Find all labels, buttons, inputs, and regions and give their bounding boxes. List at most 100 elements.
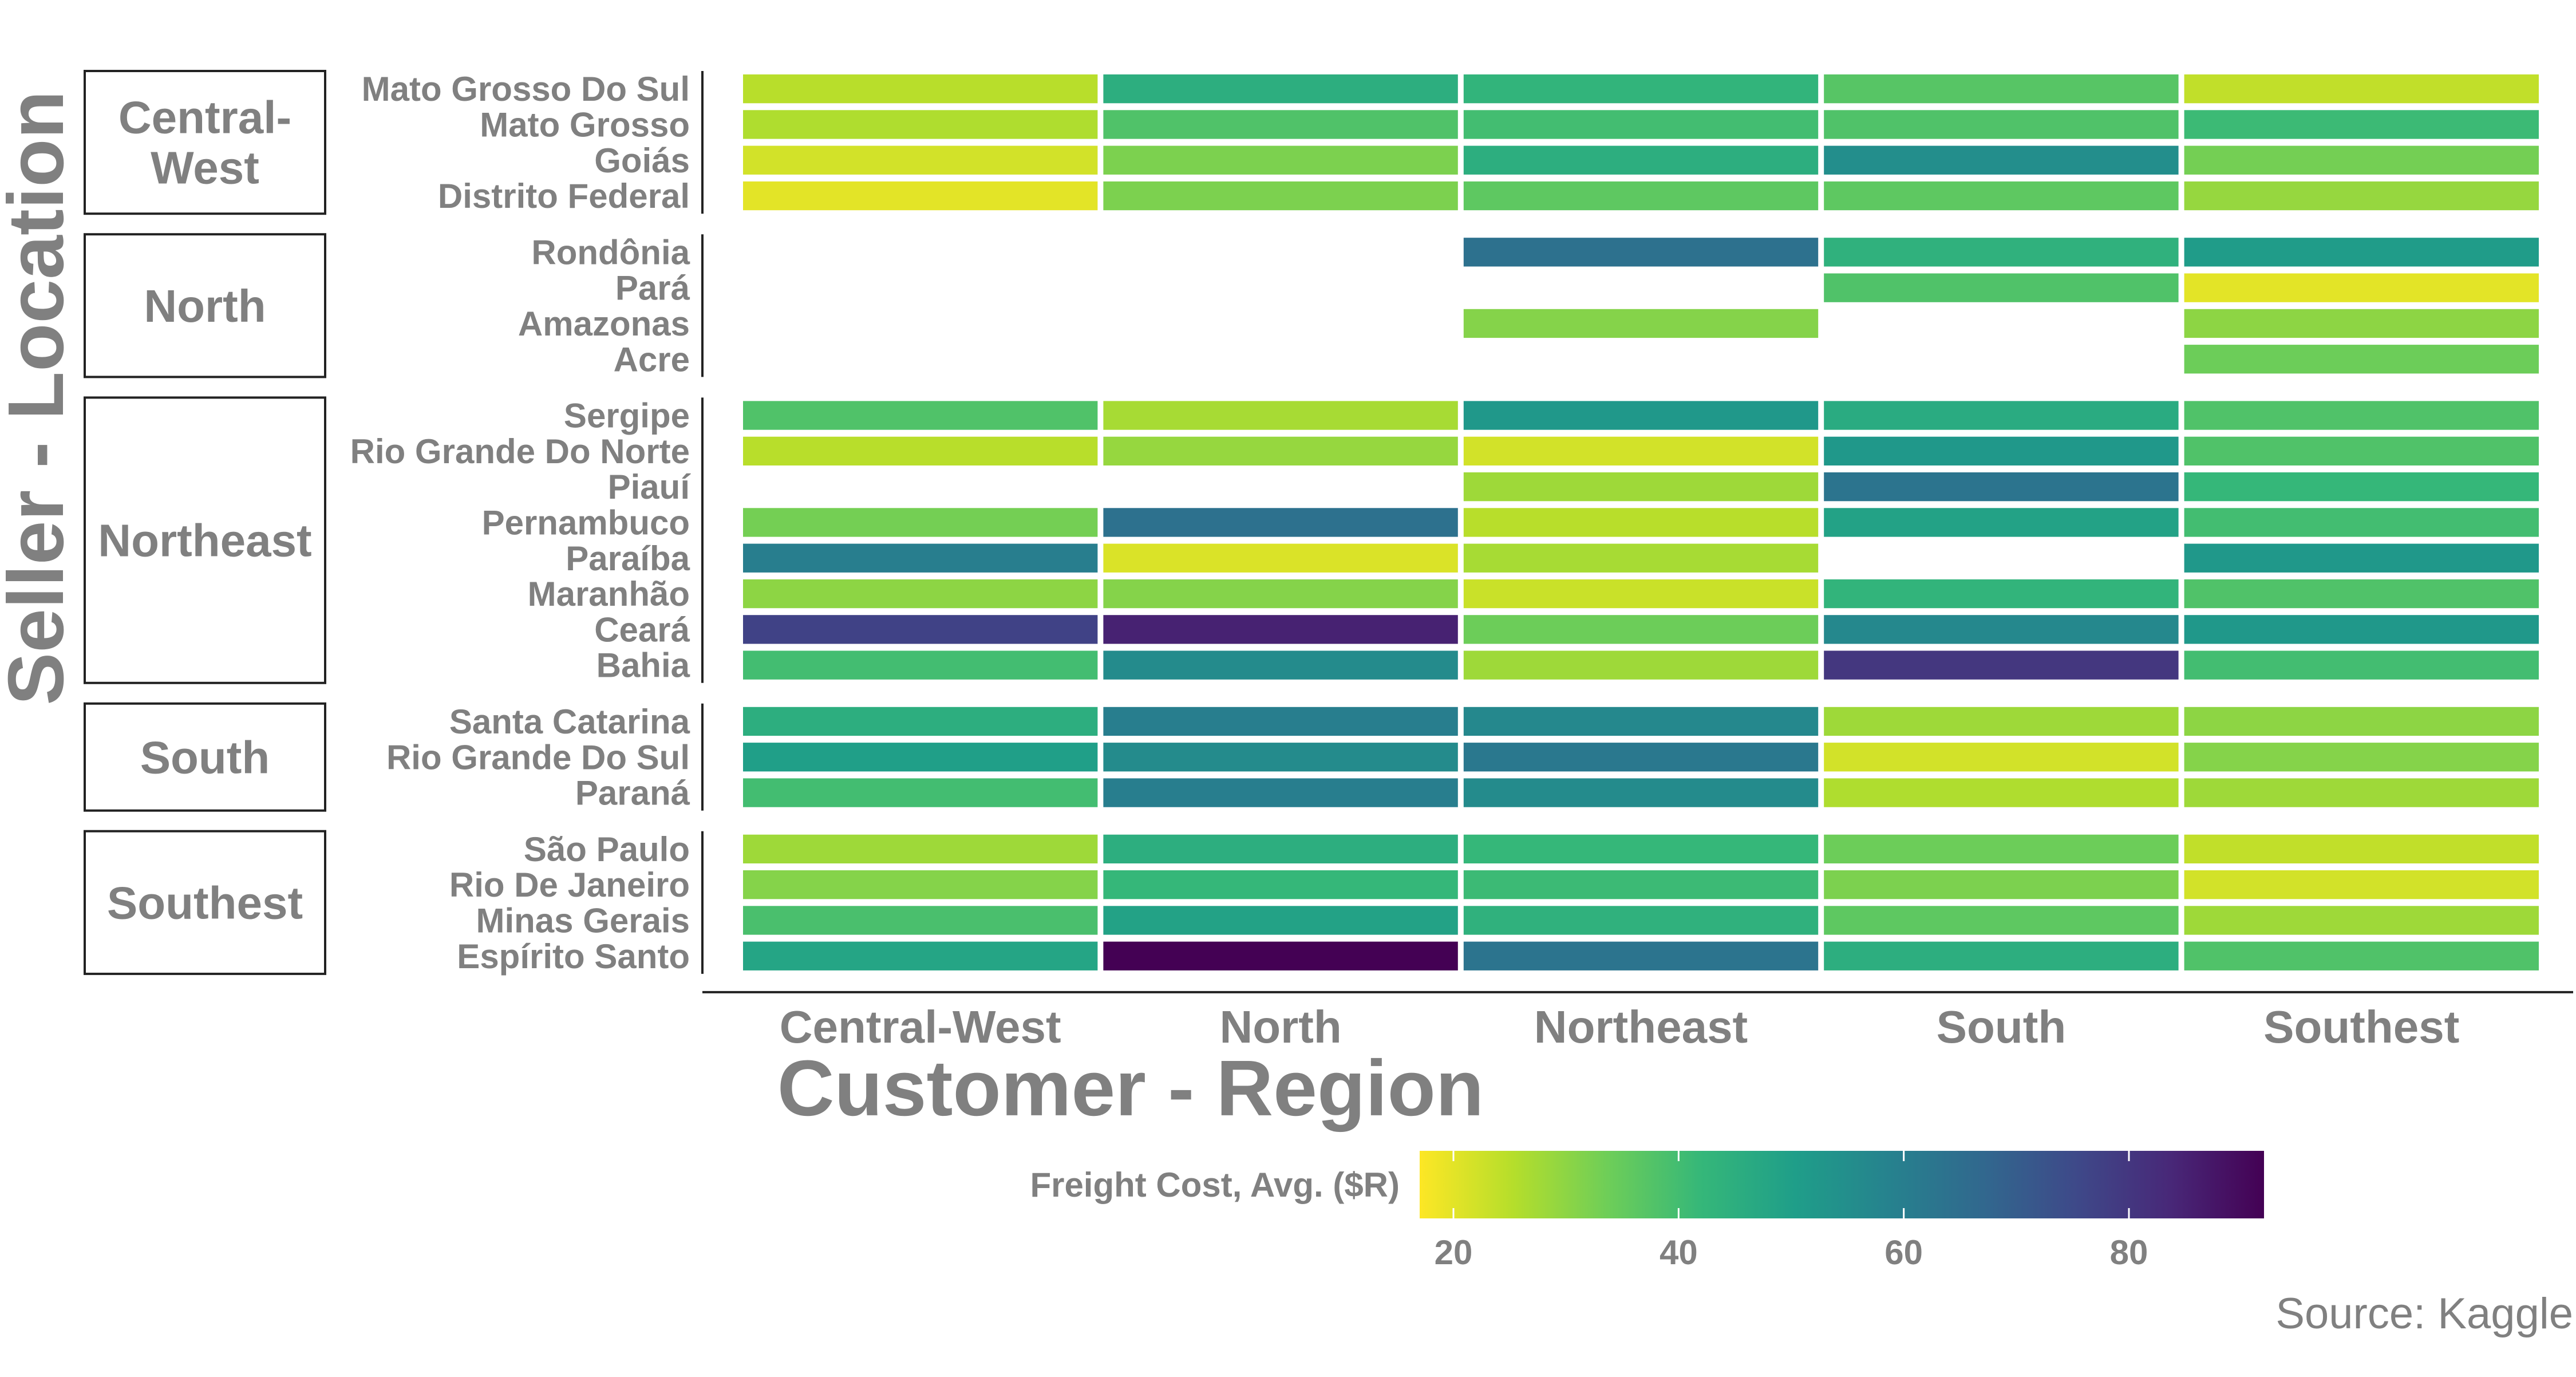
heatmap-cell [1463, 74, 1819, 104]
heatmap-cell [1103, 707, 1458, 736]
heatmap-cell [1463, 650, 1819, 680]
heatmap-cell [1463, 870, 1819, 899]
row-label: Santa Catarina [449, 703, 690, 741]
heatmap-cell [743, 436, 1098, 465]
facet-label: North [144, 281, 266, 332]
heatmap-cell [2184, 615, 2539, 644]
heatmap-cell [1463, 110, 1819, 139]
heatmap-cell [2184, 273, 2539, 302]
heatmap-cell [1824, 778, 2179, 807]
heatmap-cell [1463, 238, 1819, 267]
heatmap-cell [1103, 74, 1458, 104]
heatmap-cell [1824, 870, 2179, 899]
heatmap-cell [1824, 707, 2179, 736]
heatmap-cell [1824, 650, 2179, 680]
heatmap-cell [743, 743, 1098, 772]
heatmap-cell [1103, 743, 1458, 772]
heatmap-cell [2184, 74, 2539, 104]
facet-strip-0 [84, 70, 326, 215]
row-label: Espírito Santo [457, 937, 690, 976]
heatmap-cell [2184, 543, 2539, 573]
x-tick-label: North [1219, 1001, 1341, 1052]
facet-strip-3 [84, 702, 326, 812]
facet-label: West [151, 143, 259, 194]
heatmap-cell [2184, 145, 2539, 175]
heatmap-cell [743, 181, 1098, 211]
heatmap-cell [2184, 906, 2539, 935]
heatmap-cell [1463, 436, 1819, 465]
row-label: Maranhão [528, 575, 690, 613]
heatmap-cell [743, 650, 1098, 680]
heatmap-cell [2184, 650, 2539, 680]
heatmap-cell [743, 778, 1098, 807]
heatmap-cell [1103, 508, 1458, 537]
row-label: São Paulo [524, 830, 690, 869]
x-axis-title: Customer - Region [777, 1044, 1484, 1133]
heatmap-cell [2184, 834, 2539, 863]
x-tick-label: Northeast [1534, 1001, 1748, 1052]
facet-label: South [140, 732, 270, 783]
heatmap-cell [2184, 870, 2539, 899]
heatmap-cell [1824, 181, 2179, 211]
source-caption: Source: Kaggle [2275, 1289, 2573, 1338]
heatmap-cell [743, 579, 1098, 609]
heatmap-cell [1824, 145, 2179, 175]
heatmap-cell [1824, 615, 2179, 644]
heatmap-cell [743, 615, 1098, 644]
y-axis-title: Seller - Location [0, 90, 80, 705]
heatmap-cell [1103, 650, 1458, 680]
heatmap-cell [743, 543, 1098, 573]
heatmap-cell [1463, 145, 1819, 175]
heatmap-cell [743, 401, 1098, 430]
heatmap-cell [2184, 707, 2539, 736]
row-label: Mato Grosso [480, 105, 690, 144]
row-label: Piauí [608, 468, 692, 506]
colorbar-tick-label: 60 [1884, 1233, 1923, 1272]
heatmap-cell [1463, 941, 1819, 970]
colorbar-title: Freight Cost, Avg. ($R) [1030, 1166, 1400, 1204]
heatmap-cell [743, 941, 1098, 970]
row-label: Paraíba [566, 539, 690, 578]
heatmap-cell [1824, 74, 2179, 104]
heatmap-cell [743, 145, 1098, 175]
heatmap-cell [743, 906, 1098, 935]
colorbar-tick-label: 40 [1660, 1233, 1698, 1272]
heatmap-cell [1463, 309, 1819, 338]
facet-strip-4 [84, 830, 326, 975]
heatmap-cell [1824, 834, 2179, 863]
heatmap-cell [1103, 941, 1458, 970]
x-tick-label: Southest [2263, 1001, 2459, 1052]
facet-label: Central- [118, 92, 291, 143]
heatmap-cell [1463, 707, 1819, 736]
row-label: Rio Grande Do Sul [386, 738, 690, 776]
heatmap-cell [1463, 401, 1819, 430]
heatmap-cell [1463, 579, 1819, 609]
heatmap-cell [2184, 401, 2539, 430]
row-label: Amazonas [518, 305, 690, 343]
heatmap-cell [1103, 579, 1458, 609]
heatmap-cell [2184, 110, 2539, 139]
heatmap-cell [1103, 543, 1458, 573]
heatmap-cell [2184, 181, 2539, 211]
facet-strip-1 [84, 233, 326, 378]
heatmap-cell [1103, 110, 1458, 139]
heatmap-cell [1103, 870, 1458, 899]
heatmap-cell [1824, 472, 2179, 502]
row-label: Rondônia [531, 233, 690, 271]
row-label: Bahia [596, 646, 690, 685]
heatmap-cell [1463, 543, 1819, 573]
row-label: Distrito Federal [438, 177, 690, 215]
heatmap-cell [1824, 579, 2179, 609]
heatmap-cell [1103, 906, 1458, 935]
heatmap-cell [1824, 436, 2179, 465]
heatmap-cell [1463, 181, 1819, 211]
heatmap-cell [743, 870, 1098, 899]
row-label: Goiás [594, 141, 690, 180]
heatmap-cell [743, 834, 1098, 863]
row-label: Rio Grande Do Norte [350, 432, 690, 471]
row-label: Mato Grosso Do Sul [362, 70, 690, 108]
heatmap-cell [1103, 778, 1458, 807]
row-label: Rio De Janeiro [449, 866, 690, 904]
heatmap-cell [743, 110, 1098, 139]
heatmap-cell [1463, 743, 1819, 772]
